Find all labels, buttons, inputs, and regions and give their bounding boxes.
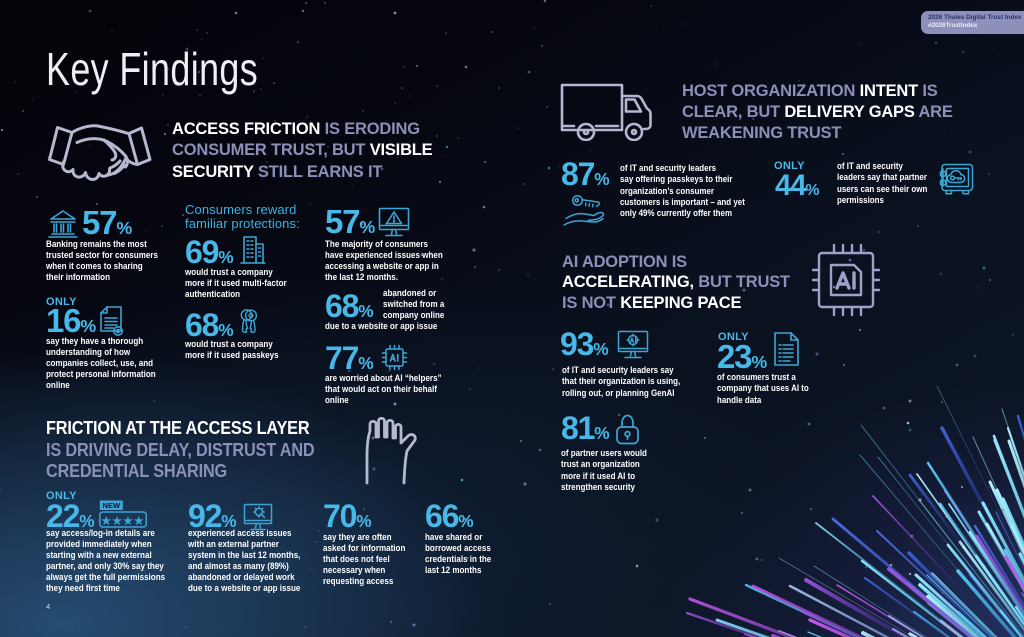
svg-text:★★★★: ★★★★ [101, 516, 144, 528]
svg-text:NEW: NEW [103, 501, 121, 510]
